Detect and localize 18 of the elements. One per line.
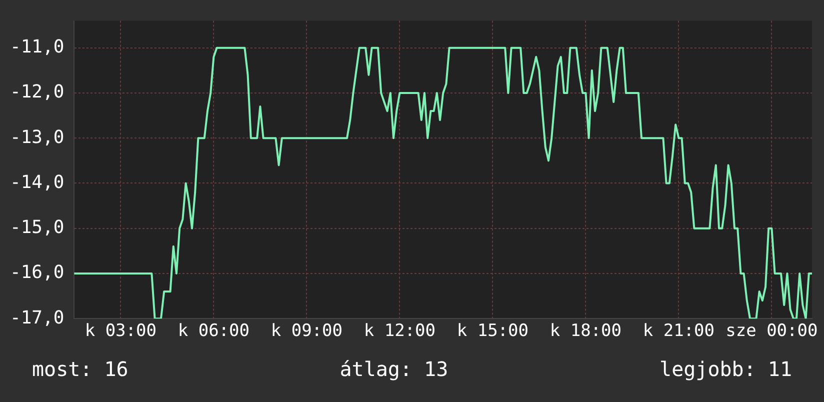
x-tick-label: k 03:00 [84,321,157,342]
text: legjobb: 11 [660,357,792,381]
x-tick-label: k 21:00 [642,321,715,342]
y-tick-label: -17,0 [10,307,64,328]
y-tick-label: -14,0 [10,172,64,193]
x-tick-label: k 09:00 [270,321,343,342]
x-tick-label: k 06:00 [178,321,250,342]
y-tick-label: -12,0 [10,82,64,103]
y-tick-label: -15,0 [10,217,64,238]
x-tick-label: k 18:00 [550,321,622,342]
x-tick-label: k 12:00 [364,321,436,342]
x-tick-label: sze 00:00 [726,321,818,342]
y-tick-label: -11,0 [10,36,64,58]
x-tick-label: k 15:00 [456,321,529,342]
text: most: 16 [32,357,128,381]
y-tick-label: -16,0 [10,262,64,284]
text: átlag: 13 [340,357,448,381]
y-tick-label: -13,0 [10,126,64,148]
